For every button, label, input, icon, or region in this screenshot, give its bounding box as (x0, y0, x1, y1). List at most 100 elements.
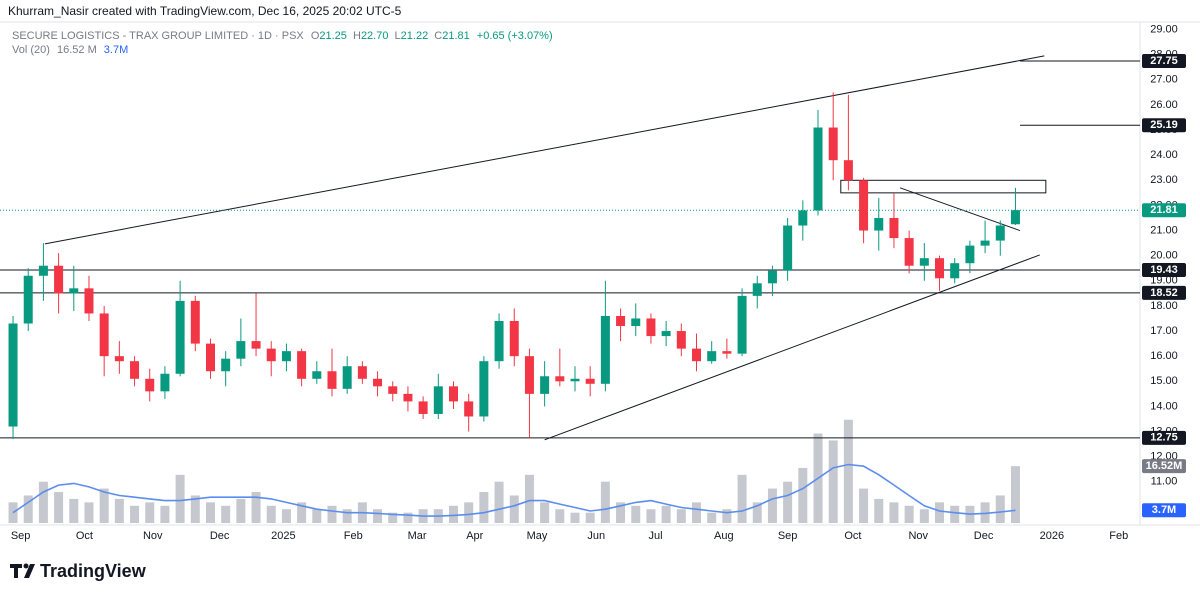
candle-body (114, 356, 124, 362)
volume-bar (84, 502, 94, 523)
candle-body (479, 361, 489, 417)
candle-body (783, 225, 793, 271)
zone-box (840, 179, 1047, 194)
candle-body (798, 210, 808, 226)
candle-body (509, 320, 519, 357)
volume-bar (631, 505, 641, 523)
logo-dot (23, 563, 29, 569)
x-tick-label: Oct (76, 530, 93, 542)
volume-badge-bg (1142, 503, 1186, 518)
candle-body (600, 315, 610, 384)
candle-body (524, 356, 534, 394)
volume-bar (448, 505, 458, 523)
y-tick-label: 24.00 (1150, 149, 1178, 161)
candle-body (403, 393, 413, 402)
candle-body (540, 376, 550, 394)
volume-bar (752, 502, 762, 523)
volume-title: Vol (20) (12, 44, 50, 56)
candle-body (843, 160, 853, 181)
y-tick-label: 16.00 (1150, 350, 1178, 362)
volume-bar (160, 505, 170, 523)
candle-body (266, 348, 276, 362)
level-badge: 12.75 (1150, 432, 1178, 444)
volume-bar (190, 495, 200, 523)
candle-body (859, 180, 869, 231)
candle-body (236, 341, 246, 359)
candle-body (813, 127, 823, 211)
volume-bar (38, 481, 48, 523)
x-tick-label: Sep (778, 530, 798, 542)
volume-bar (23, 495, 33, 523)
level-badge: 19.43 (1150, 264, 1178, 276)
y-tick-label: 20.00 (1150, 250, 1178, 262)
trendline (544, 254, 1040, 441)
candle-body (737, 295, 747, 354)
volume-bar (403, 512, 413, 523)
volume-bar (616, 502, 626, 523)
volume-bar (661, 505, 671, 523)
volume-bar (874, 498, 884, 523)
x-tick-label: Nov (908, 530, 928, 542)
y-tick-label: 21.00 (1150, 224, 1178, 236)
last-price-badge: 21.81 (1150, 204, 1178, 216)
volume-bar (312, 509, 322, 523)
volume-bar (524, 474, 534, 523)
volume-bar (145, 502, 155, 523)
candle-body (965, 245, 975, 264)
volume-bar (676, 509, 686, 523)
candle-body (130, 361, 140, 379)
level-badge: 27.75 (1150, 55, 1178, 67)
x-tick-label: Feb (344, 530, 363, 542)
candle-body (327, 371, 337, 389)
volume-legend: Vol (20) 16.52 M 3.7M (12, 44, 128, 56)
volume-bar (1010, 466, 1020, 523)
candle-body (190, 300, 200, 344)
volume-bar (342, 509, 352, 523)
x-tick-label: 2026 (1040, 530, 1064, 542)
level-badge-bg (1142, 53, 1186, 68)
level-badge: 18.52 (1150, 287, 1178, 299)
volume-ma-line (12, 463, 1016, 517)
volume-bar (540, 502, 550, 523)
volume-bar (555, 509, 565, 523)
level-badge-bg (1142, 430, 1186, 445)
volume-bar (585, 512, 595, 523)
candle-body (555, 376, 565, 382)
x-tick-label: Aug (714, 530, 734, 542)
candle-body (357, 366, 367, 379)
legend: SECURE LOGISTICS - TRAX GROUP LIMITED · … (12, 30, 553, 42)
ohlc-label: H (353, 30, 361, 42)
candle-body (38, 265, 48, 276)
volume-bar (843, 419, 853, 523)
candle-body (99, 313, 109, 357)
candle-body (84, 288, 94, 314)
logo-text: TradingView (40, 561, 147, 581)
candle-body (874, 217, 884, 231)
candle-body (175, 300, 185, 374)
y-tick-label: 29.00 (1150, 23, 1178, 35)
volume-bar (646, 509, 656, 523)
x-tick-label: May (527, 530, 548, 542)
volume-bar (130, 505, 140, 523)
volume-bar (509, 495, 519, 523)
volume-bar (889, 502, 899, 523)
x-tick-label: Feb (1109, 530, 1128, 542)
level-badge: 25.19 (1150, 119, 1178, 131)
x-tick-label: Dec (210, 530, 230, 542)
x-tick-label: Jul (648, 530, 662, 542)
change: +0.65 (+3.07%) (477, 30, 553, 42)
ohlc-value: 22.70 (361, 30, 389, 42)
volume-badge: 3.7M (1152, 504, 1176, 516)
candle-body (418, 401, 428, 414)
candle-body (342, 366, 352, 389)
volume-bar (464, 502, 474, 523)
candle-body (661, 331, 671, 337)
volume-bar (919, 509, 929, 523)
x-tick-label: 2025 (271, 530, 295, 542)
x-tick-label: Dec (974, 530, 994, 542)
last-price-badge-bg (1142, 203, 1186, 218)
candle-body (160, 373, 170, 392)
y-tick-label: 17.00 (1150, 325, 1178, 337)
volume-bar (205, 502, 215, 523)
